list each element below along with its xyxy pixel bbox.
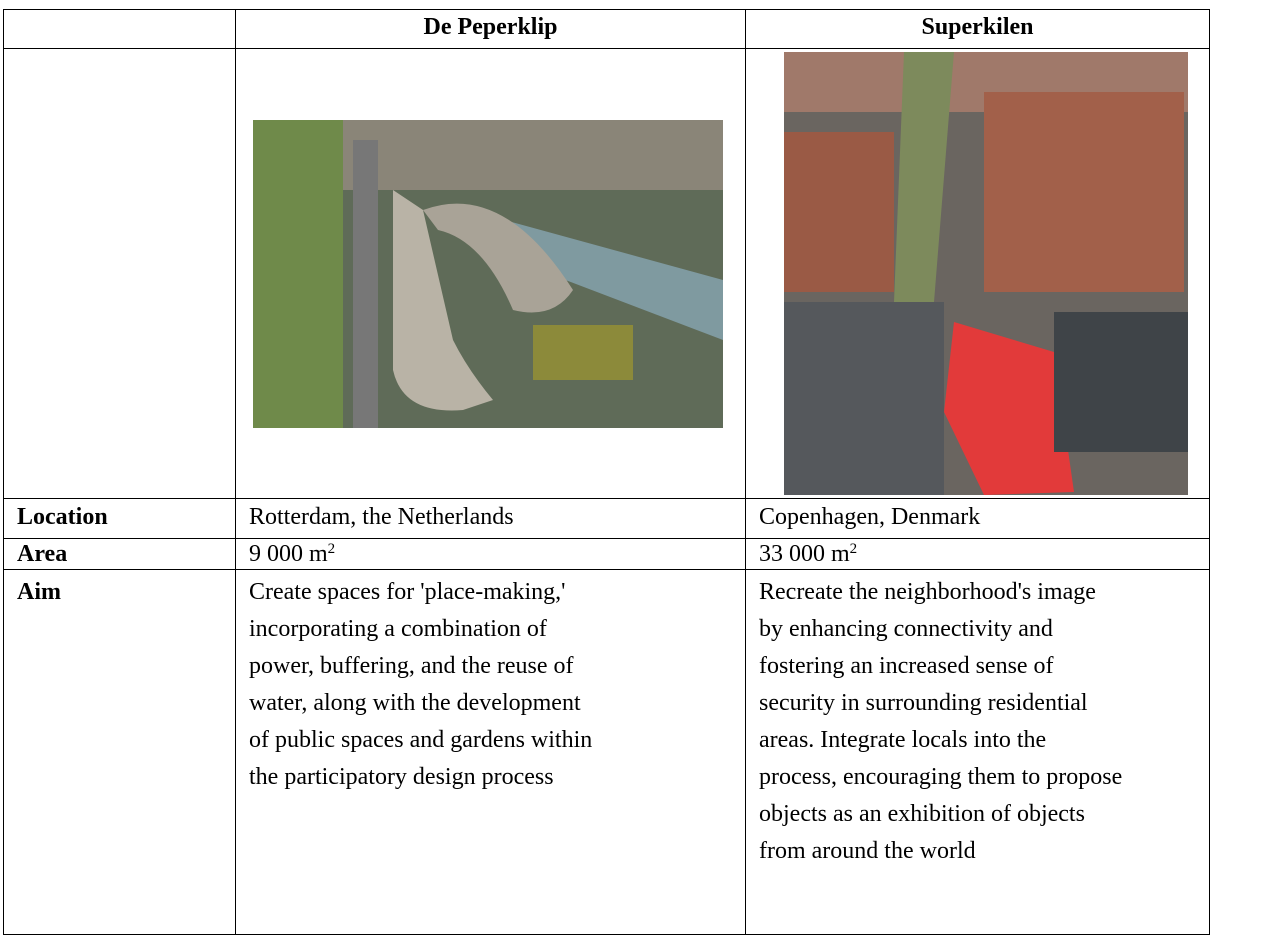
text-line: the participatory design process <box>249 764 554 790</box>
header-cell: De Peperklip <box>235 9 746 49</box>
header-row: De Peperklip Superkilen <box>3 9 1210 49</box>
text-line: by enhancing connectivity and <box>759 616 1053 642</box>
photo-peperklip <box>253 119 723 428</box>
image-cell <box>235 48 746 499</box>
text-line: objects as an exhibition of objects <box>759 801 1085 827</box>
cell: Copenhagen, Denmark <box>745 498 1210 539</box>
comparison-table: De Peperklip Superkilen Location Rotterd… <box>3 9 1210 935</box>
text-line: fostering an increased sense of <box>759 653 1054 679</box>
image-cell <box>745 48 1210 499</box>
aim-row: Aim Create spaces for 'place-making,' inc… <box>3 569 1210 935</box>
area-row: Area 9 000 m2 33 000 m2 <box>3 538 1210 570</box>
text-line: water, along with the development <box>249 690 581 716</box>
row-label: Location <box>3 498 236 539</box>
empty-cell <box>3 48 236 499</box>
location-row: Location Rotterdam, the Netherlands Cope… <box>3 498 1210 539</box>
empty-cell <box>3 9 236 49</box>
superscript: 2 <box>849 541 858 557</box>
row-label: Area <box>3 538 236 570</box>
text-line: Create spaces for 'place-making,' <box>249 579 566 605</box>
row-label: Aim <box>3 569 236 935</box>
text-line: areas. Integrate locals into the <box>759 727 1047 753</box>
area-text: 33 000 m <box>759 541 850 567</box>
cell: Recreate the neighborhood's image by enha… <box>745 569 1210 935</box>
text-line: power, buffering, and the reuse of <box>249 653 574 679</box>
cell: Rotterdam, the Netherlands <box>235 498 746 539</box>
text-line: security in surrounding residential <box>759 690 1088 716</box>
cell: 33 000 m2 <box>745 538 1210 570</box>
photo-superkilen <box>784 52 1188 495</box>
image-row <box>3 48 1210 499</box>
text-line: incorporating a combination of <box>249 616 547 642</box>
text-line: process, encouraging them to propose <box>759 764 1123 790</box>
text-line: of public spaces and gardens within <box>249 727 593 753</box>
cell: 9 000 m2 <box>235 538 746 570</box>
header-cell: Superkilen <box>745 9 1210 49</box>
text-line: Recreate the neighborhood's image <box>759 579 1096 605</box>
area-text: 9 000 m <box>249 541 328 567</box>
text-line: from around the world <box>759 838 976 864</box>
superscript: 2 <box>327 541 336 557</box>
cell: Create spaces for 'place-making,' incorpo… <box>235 569 746 935</box>
